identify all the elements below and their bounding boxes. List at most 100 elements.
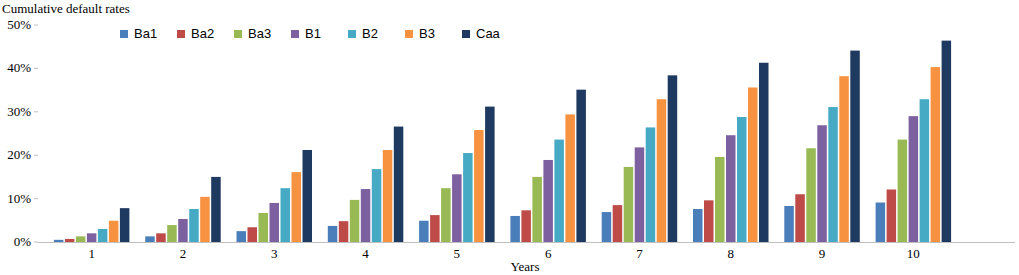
bar: [839, 76, 849, 242]
legend-label: Ba2: [191, 26, 214, 41]
bar: [430, 215, 440, 242]
x-tick-label: 5: [454, 246, 461, 261]
x-tick-label: 1: [88, 246, 95, 261]
bar: [237, 231, 247, 242]
bar: [521, 210, 531, 242]
bar: [361, 189, 371, 242]
legend-key: [348, 30, 356, 38]
bar: [920, 99, 930, 242]
bar: [109, 221, 119, 242]
bar: [635, 147, 645, 242]
bar: [693, 209, 703, 242]
bar: [65, 239, 75, 242]
bar: [189, 209, 199, 242]
legend: Ba1 Ba2 Ba3 B1 B2 B3 Caa: [120, 26, 501, 41]
bar: [485, 107, 495, 242]
bar: [350, 200, 360, 242]
x-tick-label: 7: [636, 246, 643, 261]
bar: [98, 229, 108, 242]
y-tick-label: 30%: [7, 104, 31, 119]
bar: [419, 221, 429, 242]
bar: [543, 160, 553, 242]
bar: [613, 205, 623, 242]
legend-label: B1: [305, 26, 321, 41]
legend-key: [177, 30, 185, 38]
bar: [532, 177, 542, 242]
bar: [145, 236, 155, 242]
bar: [328, 226, 338, 242]
x-tick-label: 2: [180, 246, 187, 261]
legend-label: B3: [419, 26, 435, 41]
bar: [784, 206, 794, 242]
bar: [372, 169, 382, 242]
bar: [657, 99, 667, 242]
chart: Cumulative default rates 0% 10% 20% 30% 40% 50…: [0, 0, 1019, 275]
x-axis: [38, 242, 1015, 243]
y-tick-label: 50%: [7, 17, 31, 32]
bar: [554, 140, 564, 242]
bar: [646, 127, 656, 242]
legend-label: Caa: [476, 26, 501, 41]
bar: [303, 150, 313, 242]
y-tick-label: 40%: [7, 60, 31, 75]
bar: [715, 157, 725, 242]
bar: [624, 167, 634, 242]
bar: [259, 213, 269, 242]
bar: [211, 177, 221, 242]
legend-key: [405, 30, 413, 38]
bar: [76, 236, 86, 242]
legend-label: Ba1: [134, 26, 157, 41]
y-tick-label: 10%: [7, 191, 31, 206]
bar: [248, 227, 258, 242]
bar: [726, 135, 736, 242]
bar: [817, 125, 827, 242]
bar: [156, 233, 166, 242]
legend-label: Ba3: [248, 26, 271, 41]
bar: [909, 116, 919, 242]
bar: [850, 51, 860, 242]
bar: [54, 240, 64, 242]
bar: [474, 130, 484, 242]
bar: [748, 87, 758, 242]
x-tick-label: 4: [362, 246, 369, 261]
y-tick-label: 0%: [14, 234, 32, 249]
bar: [795, 194, 805, 242]
y-tick: [34, 198, 38, 199]
bar: [942, 41, 952, 242]
bar: [452, 174, 462, 242]
bar: [270, 203, 280, 242]
legend-label: B2: [362, 26, 378, 41]
x-tick-label: 6: [545, 246, 552, 261]
bar: [339, 221, 349, 242]
chart-title: Cumulative default rates: [2, 1, 130, 16]
bar: [178, 219, 188, 242]
bar: [167, 225, 177, 242]
y-tick-label: 20%: [7, 147, 31, 162]
bar: [510, 216, 520, 242]
y-tick: [34, 111, 38, 112]
bar: [737, 117, 747, 242]
legend-key: [291, 30, 299, 38]
bar: [200, 197, 210, 242]
legend-key: [120, 30, 128, 38]
bar: [120, 208, 129, 242]
bar: [704, 200, 714, 242]
y-tick: [34, 25, 38, 26]
bar: [281, 188, 291, 242]
bar: [565, 114, 575, 242]
x-tick-label: 3: [271, 246, 278, 261]
legend-key: [462, 30, 470, 38]
bar: [668, 75, 678, 242]
x-tick-label: 9: [819, 246, 826, 261]
y-tick: [34, 68, 38, 69]
y-tick: [34, 242, 38, 243]
bar: [576, 90, 586, 242]
bar: [931, 67, 941, 242]
bar: [292, 172, 302, 242]
bar: [828, 107, 838, 242]
bar: [394, 127, 404, 242]
bar: [898, 140, 908, 242]
bar: [602, 212, 612, 242]
bar: [87, 233, 97, 242]
x-tick-label: 8: [728, 246, 735, 261]
